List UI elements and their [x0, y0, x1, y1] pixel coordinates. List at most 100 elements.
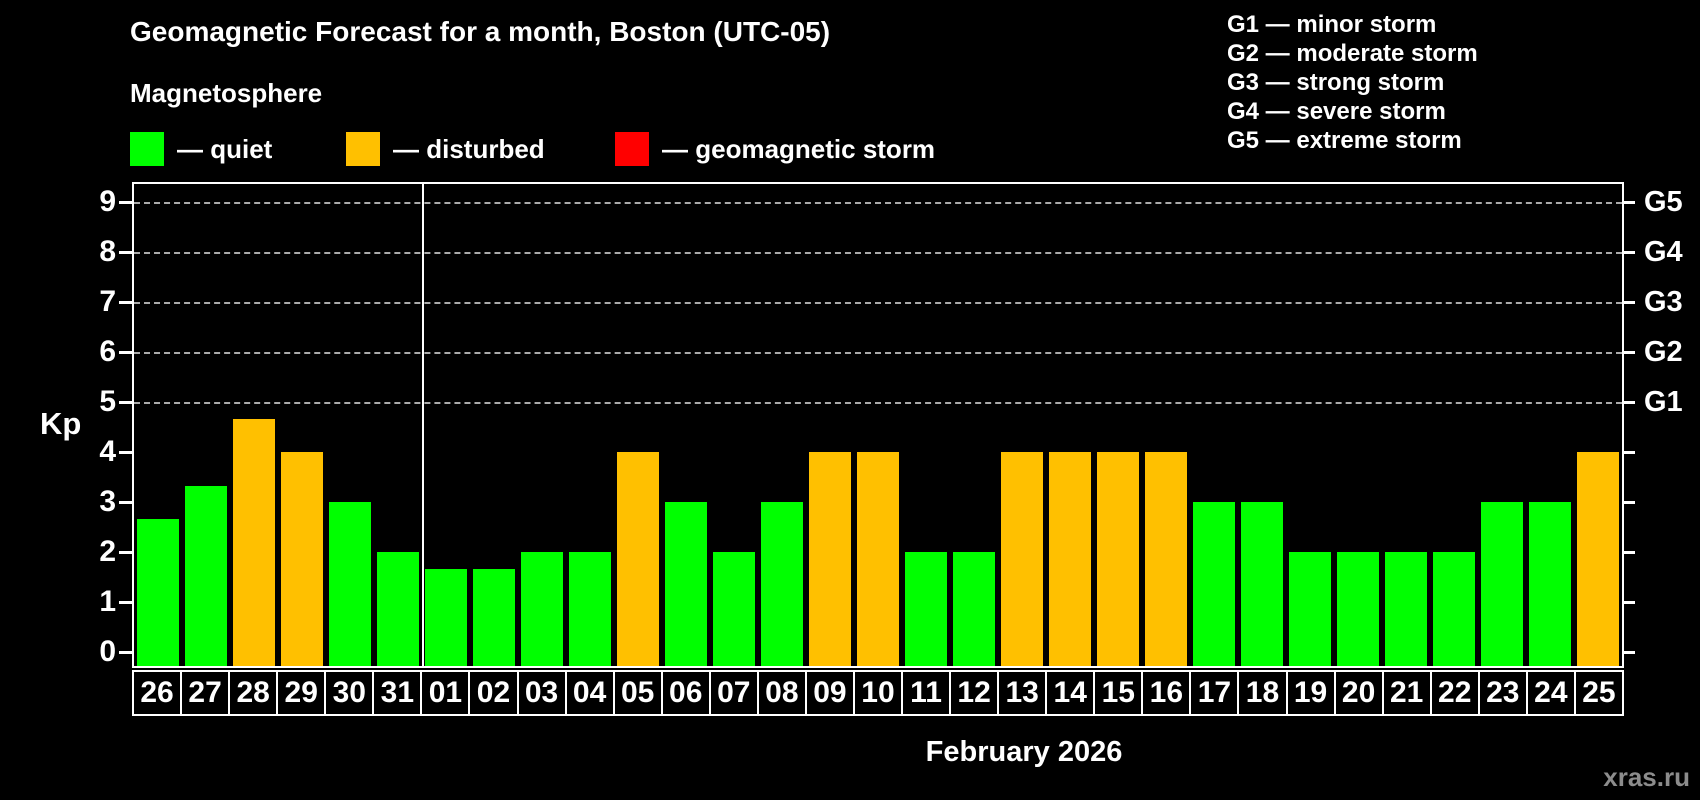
y-axis-tick-right-2 — [1622, 551, 1635, 554]
bar-slot-07 — [710, 184, 758, 666]
bar-slot-03 — [518, 184, 566, 666]
y-axis-tick-left-6 — [119, 351, 132, 354]
bar-slot-18 — [1238, 184, 1286, 666]
kp-bar-day-22 — [1433, 552, 1475, 666]
kp-bar-day-15 — [1097, 452, 1139, 666]
day-label-30: 30 — [324, 670, 375, 716]
y-axis-tick-left-5 — [119, 401, 132, 404]
day-label-18: 18 — [1237, 670, 1288, 716]
day-label-17: 17 — [1189, 670, 1240, 716]
bar-slot-14 — [1046, 184, 1094, 666]
kp-bar-day-16 — [1145, 452, 1187, 666]
y-axis-tick-right-7 — [1622, 301, 1635, 304]
bar-slot-20 — [1334, 184, 1382, 666]
bar-slot-30 — [326, 184, 374, 666]
day-label-01: 01 — [420, 670, 471, 716]
y-axis-tick-left-1 — [119, 601, 132, 604]
kp-bar-day-14 — [1049, 452, 1091, 666]
legend-item-storm: — geomagnetic storm — [615, 130, 935, 168]
day-label-06: 06 — [660, 670, 711, 716]
bar-slot-25 — [1574, 184, 1622, 666]
kp-bar-day-01 — [425, 568, 467, 666]
gridline-kp7 — [134, 302, 1622, 304]
day-label-27: 27 — [180, 670, 231, 716]
y-axis-tick-left-4 — [119, 451, 132, 454]
kp-bar-day-23 — [1481, 502, 1523, 666]
bar-slot-26 — [134, 184, 182, 666]
gridline-kp5 — [134, 402, 1622, 404]
bar-slot-05 — [614, 184, 662, 666]
kp-bar-day-28 — [233, 418, 275, 666]
bar-slot-21 — [1382, 184, 1430, 666]
bar-slot-04 — [566, 184, 614, 666]
day-label-03: 03 — [516, 670, 567, 716]
quiet-color-swatch — [130, 132, 164, 166]
kp-bar-day-08 — [761, 502, 803, 666]
bar-slot-28 — [230, 184, 278, 666]
legend-item-disturbed: — disturbed — [346, 130, 545, 168]
y-axis-tick-label-0: 0 — [99, 635, 116, 668]
day-label-12: 12 — [949, 670, 1000, 716]
g-scale-legend: G1 — minor storm G2 — moderate storm G3 … — [1227, 10, 1478, 155]
y-axis-tick-right-4 — [1622, 451, 1635, 454]
g3-legend-line: G3 — strong storm — [1227, 69, 1445, 96]
day-label-31: 31 — [372, 670, 423, 716]
kp-bar-day-29 — [281, 452, 323, 666]
y-axis-tick-right-3 — [1622, 501, 1635, 504]
g-scale-axis-label-g5: G5 — [1644, 186, 1683, 218]
x-axis-title: February 2026 — [925, 736, 1123, 768]
bar-slot-15 — [1094, 184, 1142, 666]
y-axis-tick-label-8: 8 — [99, 235, 116, 268]
day-label-10: 10 — [852, 670, 903, 716]
day-label-24: 24 — [1525, 670, 1576, 716]
bar-slot-19 — [1286, 184, 1334, 666]
kp-bar-day-20 — [1337, 552, 1379, 666]
bar-slot-12 — [950, 184, 998, 666]
day-label-04: 04 — [564, 670, 615, 716]
day-label-02: 02 — [468, 670, 519, 716]
day-label-11: 11 — [901, 670, 952, 716]
y-axis-tick-left-3 — [119, 501, 132, 504]
kp-bar-day-03 — [521, 552, 563, 666]
kp-bar-day-12 — [953, 552, 995, 666]
g4-legend-line: G4 — severe storm — [1227, 98, 1446, 125]
day-label-22: 22 — [1429, 670, 1480, 716]
bar-slot-06 — [662, 184, 710, 666]
y-axis-tick-left-0 — [119, 651, 132, 654]
bar-slot-02 — [470, 184, 518, 666]
bar-slot-17 — [1190, 184, 1238, 666]
chart-subtitle: Magnetosphere — [130, 78, 323, 108]
day-label-15: 15 — [1093, 670, 1144, 716]
kp-bar-day-19 — [1289, 552, 1331, 666]
day-label-05: 05 — [612, 670, 663, 716]
bars-container — [134, 184, 1622, 666]
g-scale-axis-label-g1: G1 — [1644, 386, 1683, 418]
y-axis-tick-label-1: 1 — [99, 585, 116, 618]
bar-slot-01 — [422, 184, 470, 666]
day-label-25: 25 — [1573, 670, 1624, 716]
bar-slot-22 — [1430, 184, 1478, 666]
y-axis-tick-label-7: 7 — [99, 285, 116, 318]
y-axis-tick-label-5: 5 — [99, 385, 116, 418]
kp-bar-day-18 — [1241, 502, 1283, 666]
legend-label-disturbed: — disturbed — [393, 133, 545, 164]
g-scale-axis-label-g3: G3 — [1644, 286, 1683, 318]
bar-slot-29 — [278, 184, 326, 666]
y-axis-tick-label-4: 4 — [99, 435, 116, 468]
legend-item-quiet: — quiet — [130, 130, 272, 168]
day-label-08: 08 — [756, 670, 807, 716]
plot-area — [132, 182, 1624, 668]
bar-slot-13 — [998, 184, 1046, 666]
x-axis-day-labels: 26 27 28 29 30 31 01 02 03 04 05 06 07 08 09 10 11 12 13 14… — [132, 670, 1624, 716]
kp-bar-day-04 — [569, 552, 611, 666]
g1-legend-line: G1 — minor storm — [1227, 11, 1437, 38]
y-axis-tick-right-1 — [1622, 601, 1635, 604]
y-axis-tick-label-3: 3 — [99, 485, 116, 518]
y-axis-tick-label-6: 6 — [99, 335, 116, 368]
kp-bar-day-17 — [1193, 502, 1235, 666]
day-label-07: 07 — [708, 670, 759, 716]
kp-bar-day-11 — [905, 552, 947, 666]
bar-slot-09 — [806, 184, 854, 666]
gridline-kp6 — [134, 352, 1622, 354]
y-axis-tick-right-6 — [1622, 351, 1635, 354]
